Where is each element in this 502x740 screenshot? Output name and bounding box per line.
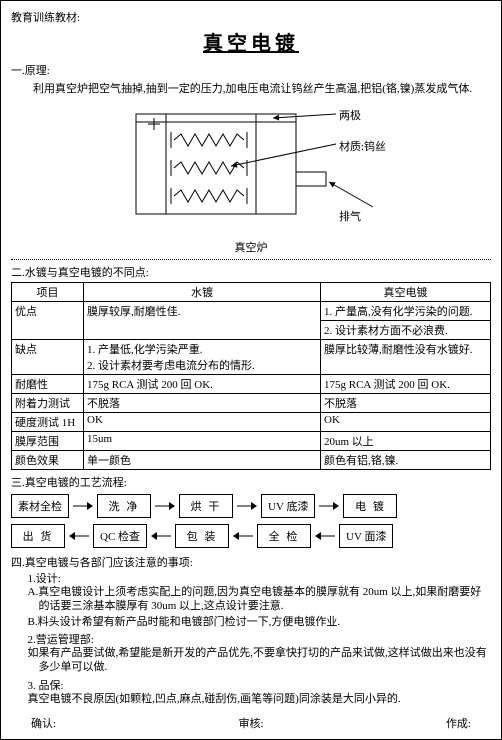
table-row: 优点 膜厚较厚,耐磨性佳. 1. 产量高,没有化学污染的问题. <box>12 302 491 321</box>
page-title: 真空电镀 <box>11 27 491 56</box>
col-vacuum: 真空电镀 <box>321 283 491 302</box>
design-item-a: A.真空电镀设计上须考虑实配上的问题,因为真空电镀基本的膜厚就有 20um 以上… <box>39 586 492 614</box>
flow-wash: 洗 净 <box>97 494 151 518</box>
section-2-head: 二.水镀与真空电镀的不同点: <box>11 264 491 280</box>
label-material: 材质:钨丝 <box>339 138 386 154</box>
table-row: 附着力测试不脱落不脱落 <box>12 394 491 413</box>
arrow-icon <box>237 501 257 511</box>
flow-row-2: 出 货 QC 检查 包 装 全 检 UV 面漆 <box>11 524 491 548</box>
table-row: 缺点 1. 产量低,化学污染严重. 2. 设计素材要考虑电流分布的情形. 膜厚比… <box>12 340 491 375</box>
table-row: 项目 水镀 真空电镀 <box>12 283 491 302</box>
flow-dry: 烘 干 <box>179 494 233 518</box>
flow-qc: QC 检查 <box>93 524 147 548</box>
furnace-svg <box>81 102 421 237</box>
flow-inspect: 素材全检 <box>11 494 69 518</box>
qc-label: 3. 品保: <box>28 677 492 693</box>
col-water: 水镀 <box>84 283 321 302</box>
design-label: 1.设计: <box>28 570 492 586</box>
section-1-para: 利用真空炉把空气抽掉,抽到一定的压力,加电压电流让钨丝产生高温,把铝(铬,镍)蒸… <box>11 80 491 96</box>
table-row: 硬度测试 1HOKOK <box>12 413 491 432</box>
table-row: 耐磨性175g RCA 测试 200 回 OK.175g RCA 测试 200 … <box>12 375 491 394</box>
arrow-icon <box>73 501 93 511</box>
header-label: 教育训练教材: <box>11 9 491 25</box>
table-row: 膜厚范围15um20um 以上 <box>12 432 491 451</box>
flowchart: 素材全检 洗 净 烘 干 UV 底漆 电 镀 出 货 QC 检查 包 装 全 检… <box>11 494 491 548</box>
arrow-icon <box>69 531 89 541</box>
signature-row: 确认: 审核: 作成: <box>11 715 491 731</box>
page: 教育训练教材: 真空电镀 一.原理: 利用真空炉把空气抽掉,抽到一定的压力,加电… <box>0 0 502 740</box>
diagram-caption: 真空炉 <box>11 239 491 255</box>
arrow-icon <box>151 531 171 541</box>
label-anode: 两极 <box>339 107 361 123</box>
divider-dotted <box>11 259 491 260</box>
arrow-icon <box>233 531 253 541</box>
arrow-icon <box>155 501 175 511</box>
flow-fullchk: 全 检 <box>257 524 311 548</box>
arrow-icon <box>319 501 339 511</box>
table-row: 颜色效果单一颜色颜色有铝,铬,镍. <box>12 451 491 470</box>
design-item-b: B.料头设计希望有新产品时能和电镀部门检讨一下,方便电镀作业. <box>39 616 492 630</box>
flow-row-1: 素材全检 洗 净 烘 干 UV 底漆 电 镀 <box>11 494 491 518</box>
furnace-diagram: 两极 材质:钨丝 排气 <box>81 102 421 237</box>
flow-plate: 电 镀 <box>343 494 397 518</box>
label-exhaust: 排气 <box>339 208 361 224</box>
section-1-head: 一.原理: <box>11 62 491 78</box>
flow-ship: 出 货 <box>11 524 65 548</box>
sign-author: 作成: <box>446 715 471 731</box>
sign-audit: 审核: <box>238 715 263 731</box>
flow-uvtop: UV 面漆 <box>339 524 393 548</box>
col-item: 项目 <box>12 283 84 302</box>
arrow-icon <box>315 531 335 541</box>
section-4-head: 四.真空电镀与各部门应该注意的事项: <box>11 554 491 570</box>
sign-confirm: 确认: <box>31 715 56 731</box>
notes-list: 1.设计: A.真空电镀设计上须考虑实配上的问题,因为真空电镀基本的膜厚就有 2… <box>22 570 491 707</box>
comparison-table: 项目 水镀 真空电镀 优点 膜厚较厚,耐磨性佳. 1. 产量高,没有化学污染的问… <box>11 282 491 470</box>
sales-text: 如果有产品要试做,希望能是新开发的产品优先,不要拿快打切的产品来试做,这样试做出… <box>39 647 492 675</box>
flow-uvbase: UV 底漆 <box>261 494 315 518</box>
qc-text: 真空电镀不良原因(如颗粒,凹点,麻点,碰刮伤,画笔等问题)同涂装是大同小异的. <box>39 693 492 707</box>
sales-label: 2.营运管理部: <box>28 631 492 647</box>
section-3-head: 三.真空电镀的工艺流程: <box>11 474 491 490</box>
flow-pack: 包 装 <box>175 524 229 548</box>
